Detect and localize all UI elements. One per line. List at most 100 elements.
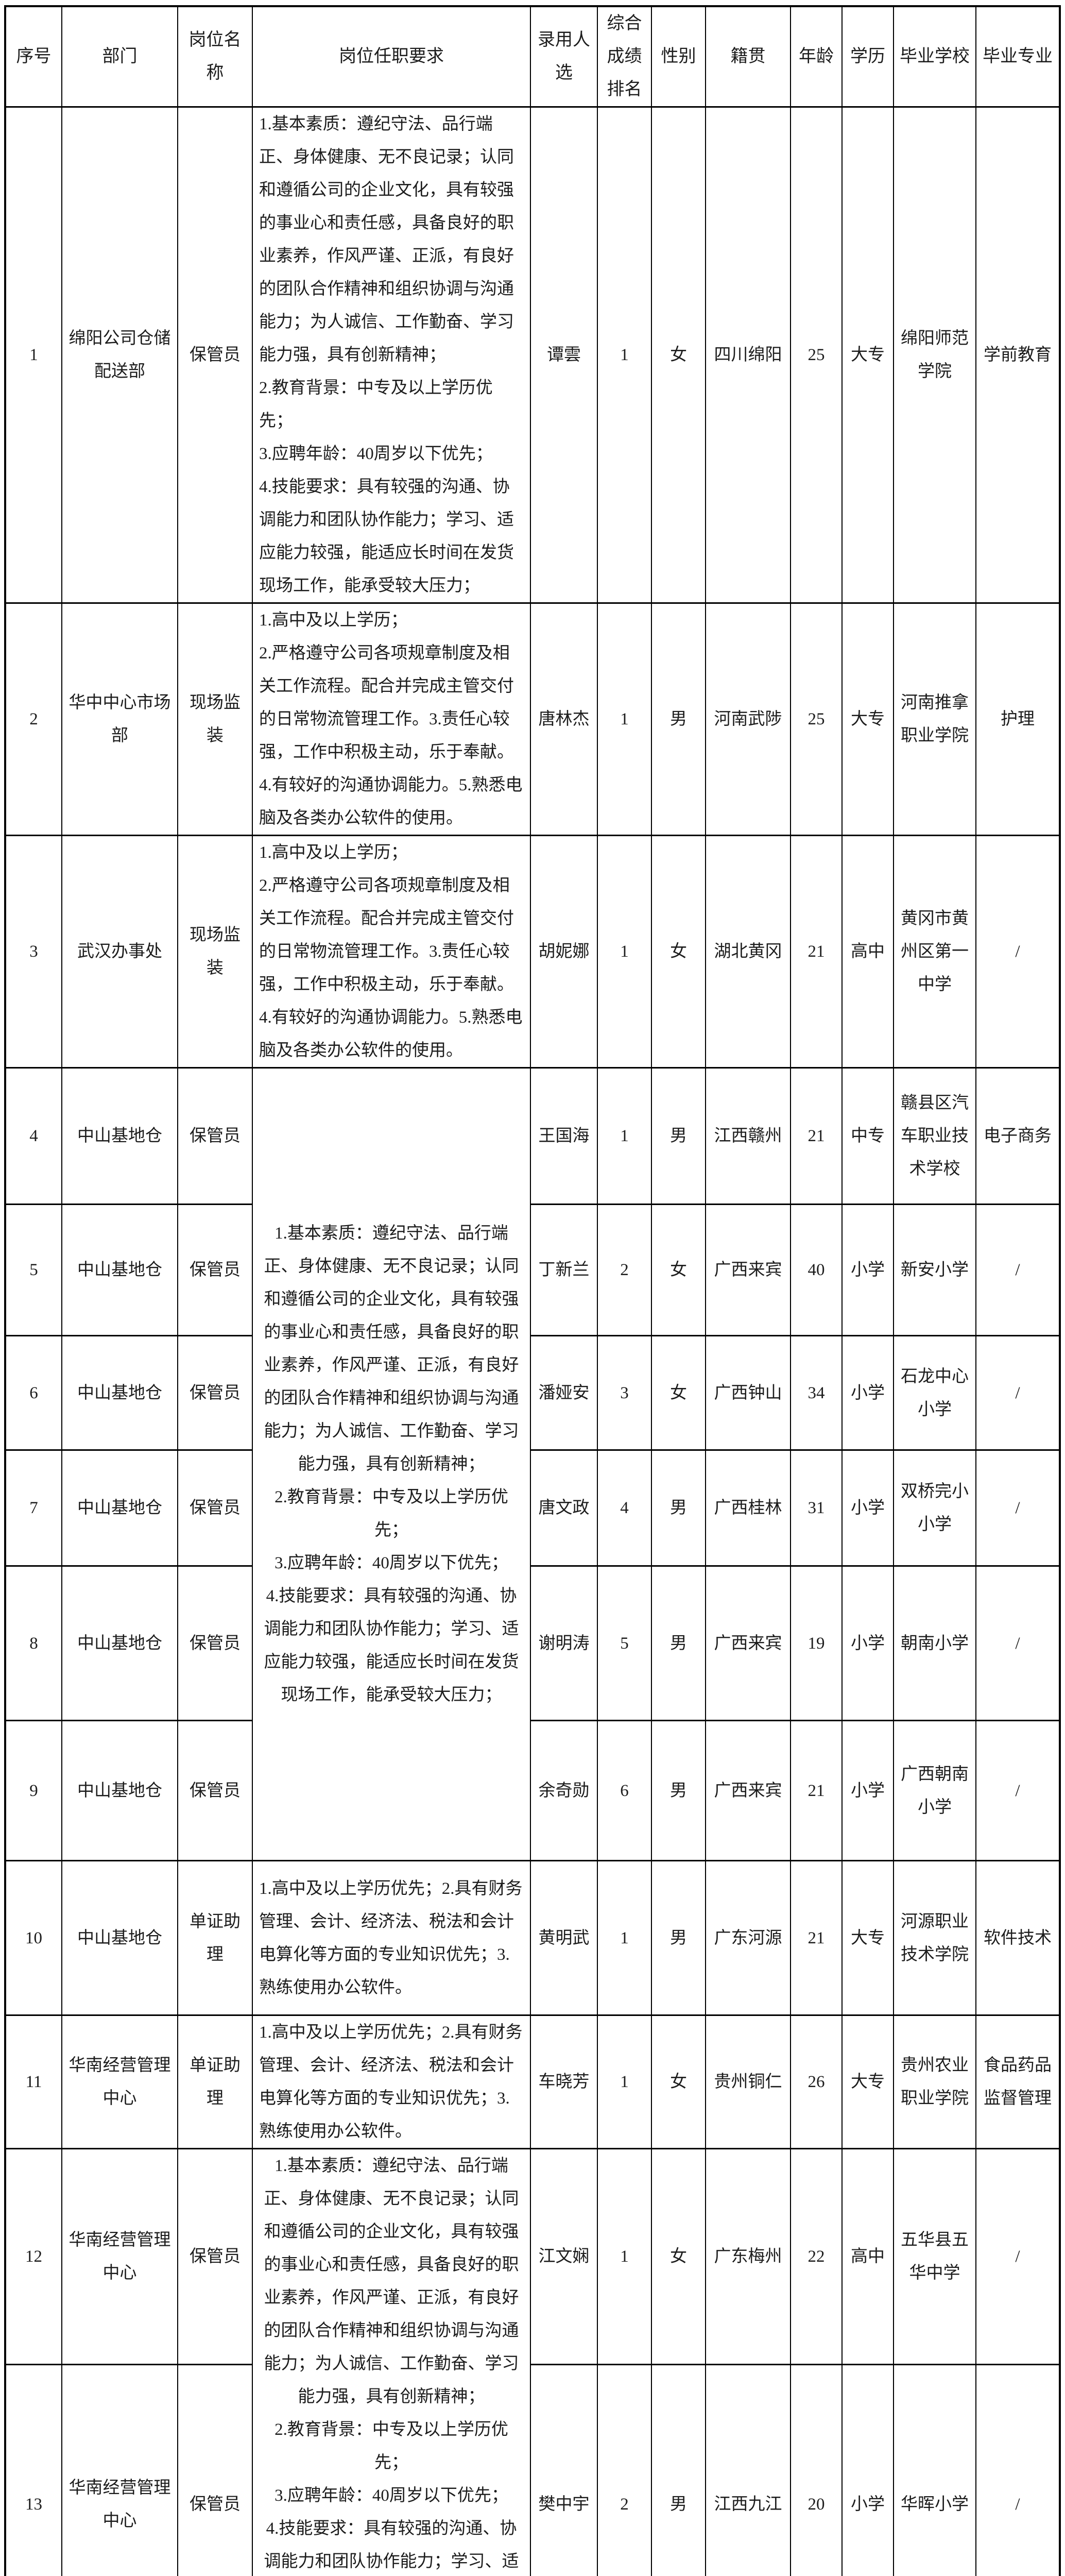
cell-requirement-merged: 1.基本素质：遵纪守法、品行端正、身体健康、无不良记录；认同和遵循公司的企业文化… bbox=[252, 2148, 531, 2576]
cell-name: 车晓芳 bbox=[530, 2014, 598, 2149]
cell-age: 19 bbox=[790, 1565, 843, 1721]
cell-no: 3 bbox=[5, 835, 62, 1069]
cell-education: 中专 bbox=[841, 1067, 894, 1205]
cell-no: 10 bbox=[5, 1860, 62, 2016]
cell-hometown: 广东梅州 bbox=[705, 2148, 791, 2365]
cell-requirement: 1.高中及以上学历优先；2.具有财务管理、会计、经济法、税法和会计电算化等方面的… bbox=[252, 2014, 531, 2149]
cell-major: / bbox=[975, 1720, 1060, 1861]
cell-rank: 1 bbox=[597, 1067, 652, 1205]
cell-dept: 中山基地仓 bbox=[61, 1449, 178, 1567]
cell-dept: 中山基地仓 bbox=[61, 1565, 178, 1721]
cell-dept: 中山基地仓 bbox=[61, 1335, 178, 1451]
cell-education: 小学 bbox=[841, 1720, 894, 1861]
cell-hometown: 广东河源 bbox=[705, 1860, 791, 2016]
header-cell-age: 年龄 bbox=[790, 5, 843, 108]
cell-school: 河南推拿职业学院 bbox=[893, 602, 976, 836]
cell-position: 保管员 bbox=[177, 1565, 253, 1721]
cell-education: 高中 bbox=[841, 2148, 894, 2365]
cell-hometown: 广西桂林 bbox=[705, 1449, 791, 1567]
cell-no: 5 bbox=[5, 1204, 62, 1336]
cell-gender: 男 bbox=[651, 2363, 706, 2576]
table-row: 12 华南经营管理中心 保管员 1.基本素质：遵纪守法、品行端正、身体健康、无不… bbox=[5, 2148, 1060, 2576]
cell-dept: 武汉办事处 bbox=[61, 835, 178, 1069]
table-row: 11 华南经营管理中心 单证助理 1.高中及以上学历优先；2.具有财务管理、会计… bbox=[5, 2014, 1060, 2149]
cell-hometown: 广西来宾 bbox=[705, 1720, 791, 1861]
cell-hometown: 江西赣州 bbox=[705, 1067, 791, 1205]
recruitment-results-table: 序号 部门 岗位名称 岗位任职要求 录用人选 综合成绩排名 性别 籍贯 年龄 学… bbox=[4, 5, 1061, 2576]
cell-name: 唐林杰 bbox=[530, 602, 598, 836]
cell-name: 王国海 bbox=[530, 1067, 598, 1205]
cell-position: 单证助理 bbox=[177, 1860, 253, 2016]
table-row: 10 中山基地仓 单证助理 1.高中及以上学历优先；2.具有财务管理、会计、经济… bbox=[5, 1860, 1060, 2016]
cell-age: 21 bbox=[790, 835, 843, 1069]
cell-dept: 华南经营管理中心 bbox=[61, 2014, 178, 2149]
cell-age: 22 bbox=[790, 2148, 843, 2365]
cell-name: 谢明涛 bbox=[530, 1565, 598, 1721]
cell-hometown: 贵州铜仁 bbox=[705, 2014, 791, 2149]
cell-major: / bbox=[975, 1565, 1060, 1721]
cell-school: 广西朝南小学 bbox=[893, 1720, 976, 1861]
cell-age: 34 bbox=[790, 1335, 843, 1451]
header-cell-gender: 性别 bbox=[651, 5, 706, 108]
cell-name: 谭雲 bbox=[530, 106, 598, 604]
cell-gender: 女 bbox=[651, 1335, 706, 1451]
cell-education: 小学 bbox=[841, 2363, 894, 2576]
cell-major: / bbox=[975, 2363, 1060, 2576]
cell-hometown: 江西九江 bbox=[705, 2363, 791, 2576]
cell-age: 20 bbox=[790, 2363, 843, 2576]
cell-major: / bbox=[975, 835, 1060, 1069]
cell-requirement: 1.高中及以上学历； 2.严格遵守公司各项规章制度及相关工作流程。配合并完成主管… bbox=[252, 835, 531, 1069]
table-row: 4 中山基地仓 保管员 1.基本素质：遵纪守法、品行端正、身体健康、无不良记录；… bbox=[5, 1067, 1060, 1861]
cell-education: 高中 bbox=[841, 835, 894, 1069]
cell-gender: 男 bbox=[651, 1565, 706, 1721]
cell-rank: 1 bbox=[597, 835, 652, 1069]
cell-age: 25 bbox=[790, 602, 843, 836]
cell-no: 9 bbox=[5, 1720, 62, 1861]
cell-hometown: 广西钟山 bbox=[705, 1335, 791, 1451]
cell-name: 丁新兰 bbox=[530, 1204, 598, 1336]
cell-school: 贵州农业职业学院 bbox=[893, 2014, 976, 2149]
cell-school: 华晖小学 bbox=[893, 2363, 976, 2576]
header-cell-school: 毕业学校 bbox=[893, 5, 976, 108]
cell-age: 21 bbox=[790, 1067, 843, 1205]
cell-major: 食品药品监督管理 bbox=[975, 2014, 1060, 2149]
cell-education: 大专 bbox=[841, 106, 894, 604]
cell-position: 保管员 bbox=[177, 2148, 253, 2365]
header-cell-major: 毕业专业 bbox=[975, 5, 1060, 108]
cell-gender: 女 bbox=[651, 2014, 706, 2149]
cell-school: 黄冈市黄州区第一中学 bbox=[893, 835, 976, 1069]
header-cell-requirement: 岗位任职要求 bbox=[252, 5, 531, 108]
cell-no: 8 bbox=[5, 1565, 62, 1721]
cell-rank: 6 bbox=[597, 1720, 652, 1861]
cell-name: 樊中宇 bbox=[530, 2363, 598, 2576]
cell-school: 朝南小学 bbox=[893, 1565, 976, 1721]
cell-position: 保管员 bbox=[177, 1335, 253, 1451]
cell-dept: 中山基地仓 bbox=[61, 1720, 178, 1861]
cell-no: 7 bbox=[5, 1449, 62, 1567]
header-cell-position: 岗位名称 bbox=[177, 5, 253, 108]
cell-rank: 3 bbox=[597, 1335, 652, 1451]
cell-education: 小学 bbox=[841, 1204, 894, 1336]
header-cell-no: 序号 bbox=[5, 5, 62, 108]
cell-rank: 5 bbox=[597, 1565, 652, 1721]
cell-school: 双桥完小小学 bbox=[893, 1449, 976, 1567]
cell-gender: 女 bbox=[651, 106, 706, 604]
cell-age: 40 bbox=[790, 1204, 843, 1336]
cell-position: 保管员 bbox=[177, 2363, 253, 2576]
cell-school: 石龙中心小学 bbox=[893, 1335, 976, 1451]
cell-rank: 1 bbox=[597, 1860, 652, 2016]
cell-rank: 2 bbox=[597, 2363, 652, 2576]
cell-age: 26 bbox=[790, 2014, 843, 2149]
table-row: 7 中山基地仓 保管员 唐文政 4 男 广西桂林 31 小学 双桥完小小学 / bbox=[5, 1449, 1060, 1567]
cell-dept: 中山基地仓 bbox=[61, 1204, 178, 1336]
cell-major: 护理 bbox=[975, 602, 1060, 836]
cell-major: 电子商务 bbox=[975, 1067, 1060, 1205]
cell-school: 河源职业技术学院 bbox=[893, 1860, 976, 2016]
cell-no: 13 bbox=[5, 2363, 62, 2576]
cell-education: 小学 bbox=[841, 1565, 894, 1721]
table-row: 1 绵阳公司仓储配送部 保管员 1.基本素质：遵纪守法、品行端正、身体健康、无不… bbox=[5, 106, 1060, 604]
cell-gender: 男 bbox=[651, 1860, 706, 2016]
cell-rank: 2 bbox=[597, 1204, 652, 1336]
cell-gender: 男 bbox=[651, 1720, 706, 1861]
